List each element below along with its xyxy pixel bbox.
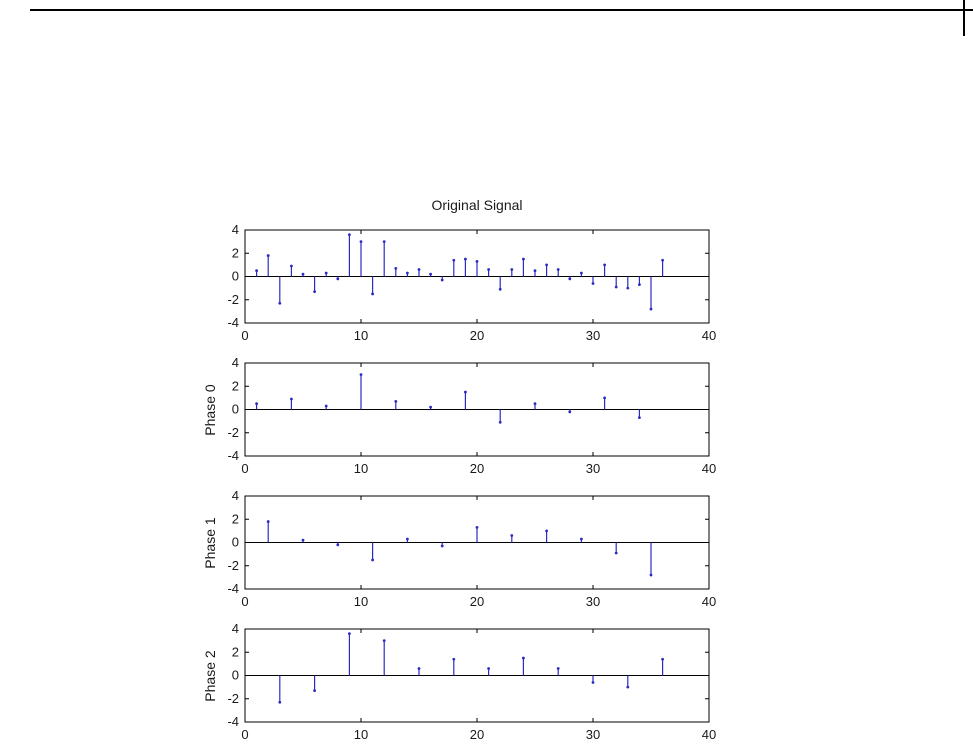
svg-text:20: 20 [470,727,484,742]
svg-text:2: 2 [232,245,239,260]
svg-text:-4: -4 [227,581,239,596]
svg-text:-2: -2 [227,558,239,573]
svg-text:-2: -2 [227,691,239,706]
svg-text:40: 40 [702,594,716,609]
svg-text:40: 40 [702,328,716,343]
svg-text:30: 30 [586,594,600,609]
svg-text:4: 4 [232,488,239,503]
svg-text:10: 10 [354,328,368,343]
svg-text:40: 40 [702,461,716,476]
svg-text:2: 2 [232,644,239,659]
svg-text:0: 0 [241,594,248,609]
svg-text:0: 0 [241,727,248,742]
svg-text:0: 0 [232,535,239,550]
svg-text:2: 2 [232,378,239,393]
svg-text:30: 30 [586,727,600,742]
svg-text:4: 4 [232,355,239,370]
svg-text:20: 20 [470,461,484,476]
svg-text:20: 20 [470,328,484,343]
svg-text:-2: -2 [227,425,239,440]
svg-text:0: 0 [241,461,248,476]
plot-title: Original Signal [431,197,523,213]
svg-text:10: 10 [354,594,368,609]
svg-text:-4: -4 [227,714,239,729]
svg-text:-4: -4 [227,315,239,330]
svg-text:-4: -4 [227,448,239,463]
svg-text:30: 30 [586,461,600,476]
svg-text:-2: -2 [227,292,239,307]
svg-text:40: 40 [702,727,716,742]
svg-text:0: 0 [232,402,239,417]
svg-text:10: 10 [354,727,368,742]
page-right-border [963,0,965,36]
svg-text:4: 4 [232,621,239,636]
svg-text:0: 0 [232,668,239,683]
page-top-border [30,9,973,11]
svg-text:20: 20 [470,594,484,609]
svg-text:10: 10 [354,461,368,476]
svg-text:4: 4 [232,222,239,237]
svg-text:30: 30 [586,328,600,343]
svg-text:2: 2 [232,511,239,526]
svg-text:0: 0 [232,269,239,284]
svg-text:0: 0 [241,328,248,343]
